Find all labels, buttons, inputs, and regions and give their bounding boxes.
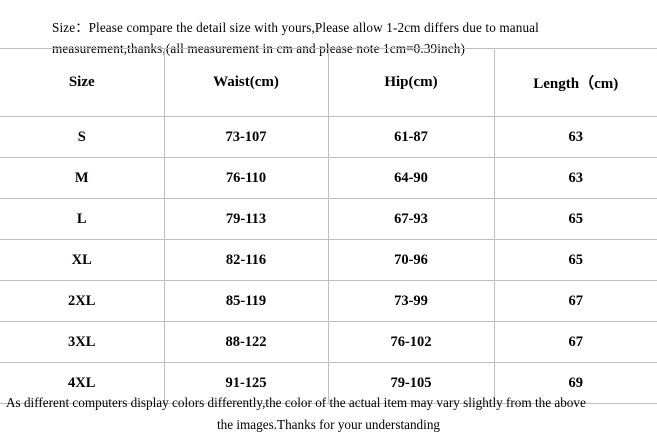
cell-size: 2XL bbox=[0, 280, 165, 322]
cell-hip: 61-87 bbox=[327, 116, 495, 158]
table-row: S 73-107 61-87 63 bbox=[0, 116, 657, 158]
footer-line-2: the images.Thanks for your understanding bbox=[216, 417, 441, 432]
cell-length: 65 bbox=[493, 198, 657, 240]
cell-size: 4XL bbox=[0, 362, 165, 404]
column-header-hip: Hip(cm) bbox=[327, 48, 495, 117]
table-header-row: Size Waist(cm) Hip(cm) Length（cm) bbox=[0, 48, 657, 117]
footer-line-1: As different computers display colors di… bbox=[6, 395, 586, 410]
cell-hip: 79-105 bbox=[327, 362, 495, 404]
cell-length: 67 bbox=[493, 321, 657, 363]
table-row: 4XL 91-125 79-105 69 bbox=[0, 362, 657, 404]
cell-size: M bbox=[0, 157, 165, 199]
cell-hip: 70-96 bbox=[327, 239, 495, 281]
cell-waist: 85-119 bbox=[163, 280, 329, 322]
column-header-waist: Waist(cm) bbox=[163, 48, 329, 117]
cell-length: 67 bbox=[493, 280, 657, 322]
cell-hip: 76-102 bbox=[327, 321, 495, 363]
cell-hip: 73-99 bbox=[327, 280, 495, 322]
cell-size: 3XL bbox=[0, 321, 165, 363]
table-row: 2XL 85-119 73-99 67 bbox=[0, 280, 657, 322]
cell-length: 69 bbox=[493, 362, 657, 404]
cell-size: XL bbox=[0, 239, 165, 281]
footer-disclaimer: As different computers display colors di… bbox=[0, 392, 657, 436]
cell-waist: 73-107 bbox=[163, 116, 329, 158]
size-chart-table: Size Waist(cm) Hip(cm) Length（cm) S 73-1… bbox=[0, 48, 657, 404]
cell-size: S bbox=[0, 116, 165, 158]
cell-waist: 88-122 bbox=[163, 321, 329, 363]
cell-hip: 67-93 bbox=[327, 198, 495, 240]
cell-waist: 82-116 bbox=[163, 239, 329, 281]
table-body: S 73-107 61-87 63 M 76-110 64-90 63 L 79… bbox=[0, 116, 657, 404]
intro-label: Size： bbox=[52, 20, 89, 36]
table-row: L 79-113 67-93 65 bbox=[0, 198, 657, 240]
column-header-length: Length（cm) bbox=[493, 48, 657, 117]
cell-size: L bbox=[0, 198, 165, 240]
cell-length: 63 bbox=[493, 157, 657, 199]
cell-waist: 76-110 bbox=[163, 157, 329, 199]
cell-waist: 79-113 bbox=[163, 198, 329, 240]
table-row: XL 82-116 70-96 65 bbox=[0, 239, 657, 281]
cell-hip: 64-90 bbox=[327, 157, 495, 199]
table-row: M 76-110 64-90 63 bbox=[0, 157, 657, 199]
column-header-size: Size bbox=[0, 48, 165, 117]
table-row: 3XL 88-122 76-102 67 bbox=[0, 321, 657, 363]
table-header: Size Waist(cm) Hip(cm) Length（cm) bbox=[0, 48, 657, 117]
cell-length: 63 bbox=[493, 116, 657, 158]
cell-length: 65 bbox=[493, 239, 657, 281]
